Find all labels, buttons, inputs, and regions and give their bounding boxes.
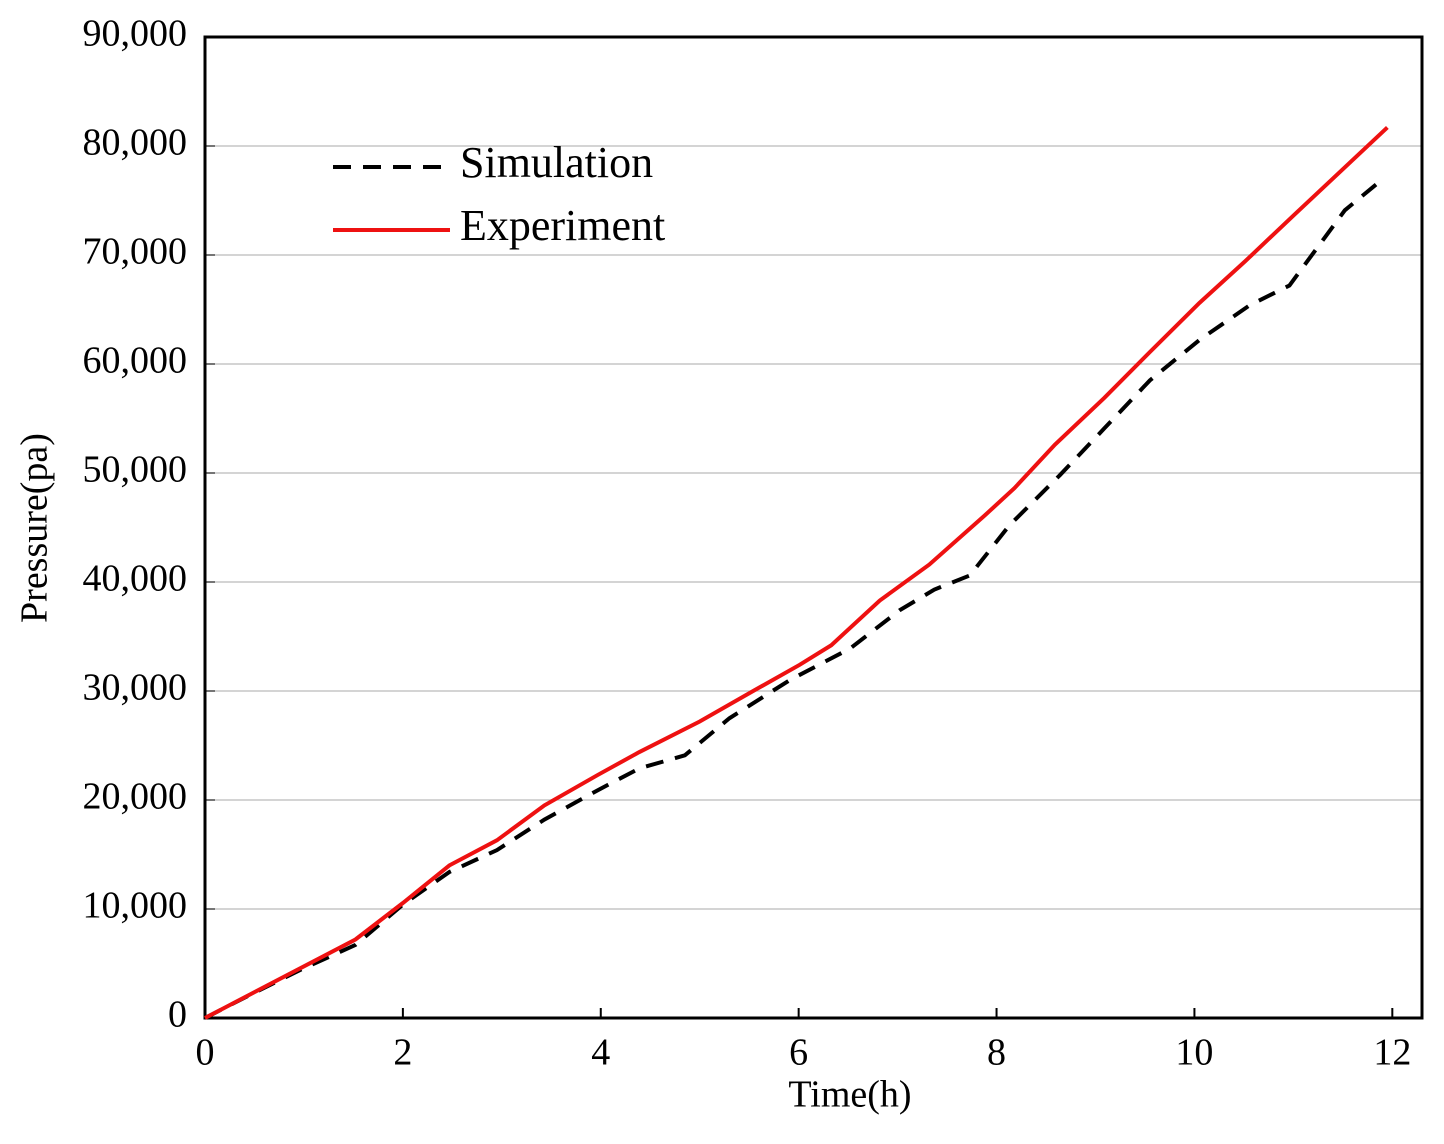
y-tick-label: 60,000 [83, 340, 188, 382]
y-tick-label: 80,000 [83, 122, 188, 164]
x-tick-label: 6 [789, 1032, 808, 1074]
legend-label: Simulation [460, 138, 653, 187]
y-tick-label: 30,000 [83, 667, 188, 709]
series-line [204, 176, 1386, 1020]
x-axis-title: Time(h) [788, 1074, 911, 1116]
x-tick-label: 4 [591, 1032, 610, 1074]
legend-label: Experiment [460, 201, 665, 250]
y-tick-label: 20,000 [83, 776, 188, 818]
x-tick-label: 8 [987, 1032, 1006, 1074]
y-tick-label: 0 [168, 994, 187, 1036]
x-tick-label: 12 [1373, 1032, 1411, 1074]
y-tick-label: 40,000 [83, 558, 188, 600]
y-tick-label: 50,000 [83, 449, 188, 491]
x-tick-label: 0 [196, 1032, 215, 1074]
y-tick-label: 90,000 [83, 13, 188, 55]
series-line [204, 126, 1389, 1020]
y-tick-label: 70,000 [83, 231, 188, 273]
x-tick-label: 2 [393, 1032, 412, 1074]
y-axis-title: Pressure(pa) [14, 433, 56, 623]
y-tick-label: 10,000 [83, 885, 188, 927]
x-tick-label: 10 [1175, 1032, 1213, 1074]
plot-frame [203, 35, 1424, 1020]
